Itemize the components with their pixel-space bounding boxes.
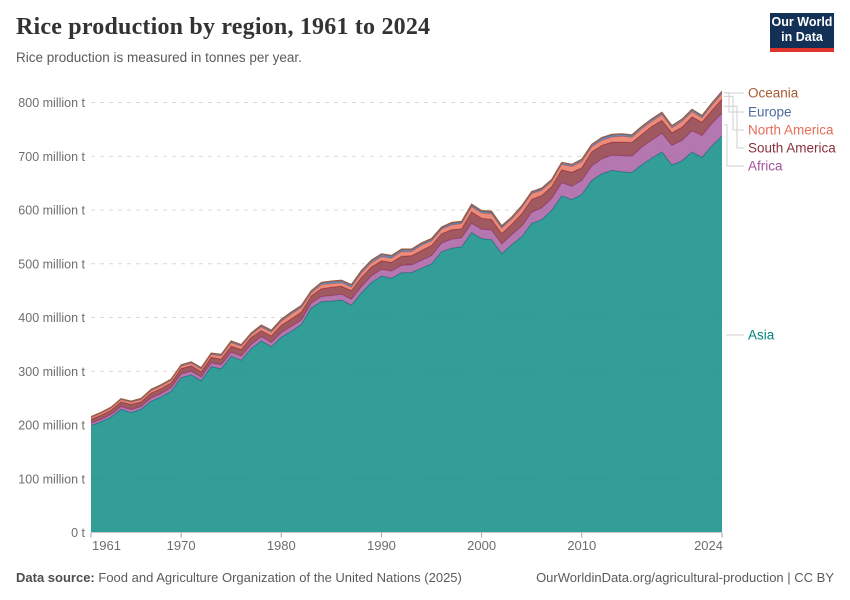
owid-logo-line1: Our World — [771, 15, 833, 29]
y-tick-label: 400 million t — [18, 311, 85, 325]
data-source-note: Data source: Food and Agriculture Organi… — [16, 570, 462, 585]
x-tick-label: 1961 — [92, 538, 121, 553]
y-tick-label: 300 million t — [18, 365, 85, 379]
page-title: Rice production by region, 1961 to 2024 — [16, 14, 431, 40]
y-tick-label: 0 t — [71, 526, 85, 540]
y-tick-label: 500 million t — [18, 257, 85, 271]
legend-label-europe[interactable]: Europe — [748, 105, 792, 120]
legend-label-south-america[interactable]: South America — [748, 141, 836, 156]
data-source-text: Food and Agriculture Organization of the… — [98, 570, 462, 585]
x-tick-label: 2024 — [694, 538, 723, 553]
credit-link[interactable]: OurWorldinData.org/agricultural-producti… — [536, 570, 834, 585]
y-tick-label: 700 million t — [18, 150, 85, 164]
legend-label-oceania[interactable]: Oceania — [748, 86, 799, 101]
area-asia[interactable] — [91, 136, 722, 533]
area-south-america[interactable] — [91, 99, 722, 424]
x-tick-label: 2000 — [467, 538, 496, 553]
x-tick-label: 2010 — [567, 538, 596, 553]
y-tick-label: 100 million t — [18, 472, 85, 486]
owid-logo-line2: in Data — [781, 30, 823, 44]
legend-label-asia[interactable]: Asia — [748, 328, 775, 343]
area-edge-asia — [90, 135, 723, 426]
legend-connector — [724, 95, 744, 131]
x-tick-label: 1990 — [367, 538, 396, 553]
chart-subtitle: Rice production is measured in tonnes pe… — [16, 50, 302, 65]
x-tick-label: 1970 — [167, 538, 196, 553]
y-tick-label: 200 million t — [18, 419, 85, 433]
owid-logo[interactable]: Our World in Data — [770, 13, 834, 52]
legend-label-africa[interactable]: Africa — [748, 159, 783, 174]
area-edge-oceania — [90, 90, 723, 418]
legend-connector — [724, 105, 744, 149]
y-tick-label: 800 million t — [18, 96, 85, 110]
data-source-label: Data source: — [16, 570, 95, 585]
legend-label-north-america[interactable]: North America — [748, 123, 834, 138]
y-tick-label: 600 million t — [18, 204, 85, 218]
x-tick-label: 1980 — [267, 538, 296, 553]
legend-connector — [724, 92, 744, 113]
legend-connector — [724, 124, 744, 167]
